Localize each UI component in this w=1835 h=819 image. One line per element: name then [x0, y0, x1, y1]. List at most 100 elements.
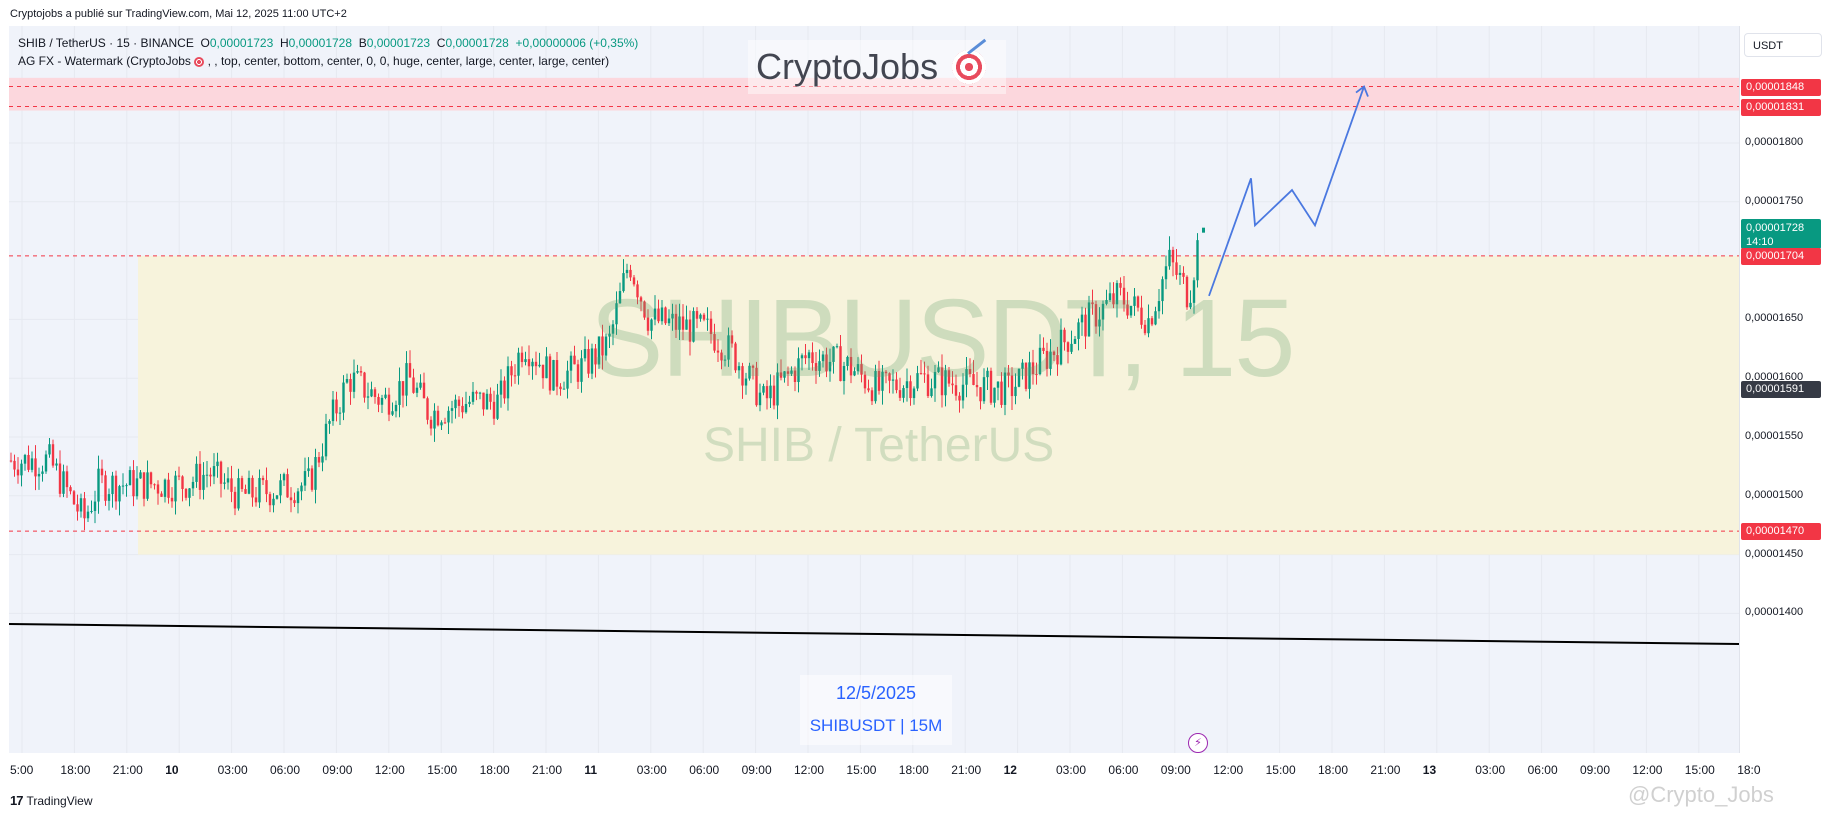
candle-body [636, 284, 639, 298]
candle-body [706, 318, 709, 320]
candle-body [1115, 283, 1119, 305]
candle-body [394, 404, 398, 412]
candle-body [132, 470, 135, 497]
trend-line [9, 623, 1739, 645]
candle-body [419, 382, 422, 388]
price-level-label[interactable]: 0,00001728 14:10 [1741, 218, 1821, 249]
candle-body [632, 277, 636, 285]
time-tick-label: 18:00 [1318, 763, 1349, 777]
candle-body [1196, 240, 1199, 281]
candle-body [923, 373, 926, 375]
indicator-params: , , top, center, bottom, center, 0, 0, h… [207, 54, 610, 68]
candle-body [1003, 372, 1007, 405]
candle-body [968, 369, 972, 375]
candle-body [860, 364, 863, 375]
candle-body [412, 377, 415, 393]
candle-body [377, 396, 380, 405]
candle-body [650, 319, 653, 331]
candle-body [384, 394, 387, 398]
candle-body [230, 478, 233, 492]
candle-body [762, 386, 765, 393]
tradingview-footer[interactable]: 17 TradingView [10, 793, 93, 808]
candle-body [611, 324, 615, 334]
time-tick-label: 09:00 [741, 763, 772, 777]
last-candle [1202, 227, 1205, 233]
candle-body [958, 395, 961, 401]
legend-line-indicator[interactable]: AG FX - Watermark (CryptoJobs , , top, c… [18, 52, 638, 70]
candle-body [786, 371, 790, 374]
candle-body [951, 383, 954, 386]
currency-selector[interactable]: USDT [1744, 33, 1822, 57]
candle-body [44, 454, 48, 472]
time-tick-label: 21:00 [951, 763, 982, 777]
candle-body [475, 391, 478, 394]
candle-body [765, 386, 769, 399]
candle-body [65, 471, 69, 488]
candle-body [363, 372, 366, 398]
candle-body [597, 336, 601, 365]
price-level-label[interactable]: 0,00001591 [1741, 380, 1821, 398]
candle-body [335, 399, 338, 414]
candle-body [1077, 322, 1080, 339]
candle-body [601, 336, 604, 356]
candle-body [125, 485, 128, 487]
candle-body [356, 371, 359, 373]
price-level-label[interactable]: 0,00001704 [1741, 247, 1821, 265]
candle-body [261, 477, 265, 481]
candle-body [741, 366, 744, 386]
candle-body [895, 379, 898, 391]
candle-body [527, 359, 531, 367]
price-level-label[interactable]: 0,00001848 [1741, 78, 1821, 96]
candle-body [902, 388, 905, 398]
candle-body [1192, 280, 1196, 303]
chart-canvas[interactable] [9, 26, 1739, 753]
candle-body [720, 352, 723, 361]
candle-body [622, 273, 625, 292]
price-level-label[interactable]: 0,00001831 [1741, 98, 1821, 116]
candle-body [499, 380, 503, 395]
candle-body [604, 336, 608, 356]
candle-body [646, 317, 650, 331]
candle-body [839, 346, 842, 382]
candle-body [104, 475, 107, 501]
time-axis[interactable]: 5:00 18:00 21:00 10 03:00 06:00 09:00 12:00 15:0… [9, 753, 1761, 783]
price-level-label[interactable]: 0,00001470 [1741, 523, 1821, 541]
candle-body [55, 463, 58, 466]
candle-body [825, 354, 828, 372]
event-flash-icon[interactable]: ⚡ [1188, 733, 1208, 753]
candle-body [1157, 301, 1161, 312]
price-tick-label: 0,00001550 [1745, 430, 1804, 442]
candle-body [853, 371, 856, 376]
candle-body [867, 388, 870, 391]
time-tick-label: 03:00 [636, 763, 667, 777]
candle-body [461, 405, 464, 413]
candle-body [34, 458, 37, 477]
candle-body [692, 311, 695, 342]
candle-body [849, 356, 853, 376]
candle-body [513, 375, 517, 377]
candle-body [1045, 350, 1049, 369]
legend-line-ohlc: SHIB / TetherUS · 15 · BINANCE O0,000017… [18, 34, 638, 52]
candle-body [251, 477, 254, 498]
time-tick-label: 06:00 [689, 763, 720, 777]
legend-h-label: H [279, 36, 289, 50]
candle-body [83, 498, 86, 519]
candle-body [930, 388, 933, 397]
candle-body [531, 361, 534, 367]
candle-body [471, 391, 475, 402]
candle-body [737, 366, 741, 371]
candle-body [1028, 362, 1031, 389]
resistance-zone [9, 77, 1739, 111]
time-tick-label: 09:00 [1160, 763, 1191, 777]
candle-body [289, 497, 293, 501]
candle-body [758, 392, 762, 406]
candle-body [1014, 386, 1017, 397]
candle-body [1091, 302, 1094, 305]
candlestick-chart[interactable] [9, 26, 1739, 753]
legend-symbol[interactable]: SHIB / TetherUS · 15 · BINANCE [18, 36, 194, 50]
candle-body [681, 316, 685, 330]
legend-h-value: 0,00001728 [288, 36, 353, 50]
candle-body [643, 301, 646, 318]
candle-body [877, 370, 881, 391]
candle-body [107, 494, 111, 501]
